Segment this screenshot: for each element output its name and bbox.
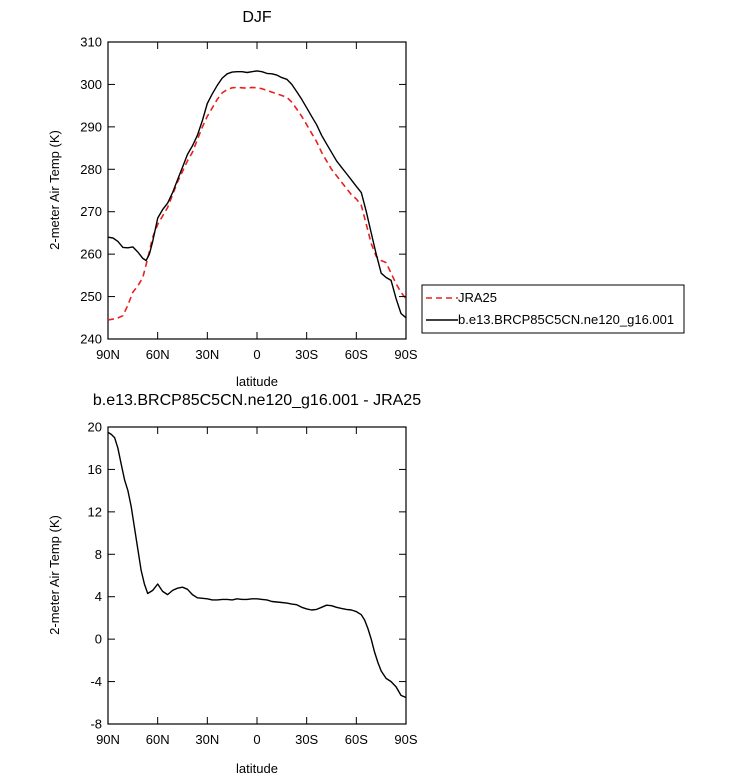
top-axis-ticks: 90N 60N 30N 0 30S 60S 90S 240 250 260 270 280 290 300…	[80, 35, 418, 363]
top-panel: DJF 90N 60N 30N 0 30S 60S 90S 240 250 260 270 280 29…	[47, 9, 418, 389]
bottom-plot-frame	[107, 426, 407, 725]
top-y-tick-label: 270	[80, 204, 102, 219]
top-x-tick-label: 30N	[195, 347, 219, 362]
bottom-series-line-0	[107, 431, 407, 699]
bottom-y-tick-label: 8	[95, 547, 102, 562]
top-series-line-1	[107, 70, 407, 319]
bottom-plot-area	[107, 426, 407, 725]
top-y-tick-label: 310	[80, 35, 102, 50]
top-y-tick-label: 290	[80, 119, 102, 134]
bottom-x-tick-label: 60S	[345, 732, 368, 747]
bottom-y-tick-label: 4	[95, 589, 102, 604]
bottom-y-tick-label: -8	[90, 717, 102, 732]
top-y-tick-label: 250	[80, 289, 102, 304]
top-y-tick-label: 280	[80, 162, 102, 177]
top-y-tick-label: 240	[80, 332, 102, 347]
bottom-y-tick-label: 20	[88, 420, 102, 435]
top-series-line-0	[107, 86, 407, 321]
top-chart-title: DJF	[242, 9, 272, 26]
top-x-tick-label: 60S	[345, 347, 368, 362]
top-x-tick-label: 0	[253, 347, 260, 362]
legend: JRA25 b.e13.BRCP85C5CN.ne120_g16.001	[421, 284, 685, 334]
top-x-tick-label: 60N	[146, 347, 170, 362]
bottom-x-tick-label: 90S	[394, 732, 417, 747]
top-y-tick-label: 300	[80, 77, 102, 92]
legend-label-jra25: JRA25	[458, 290, 497, 305]
top-y-axis-label: 2-meter Air Temp (K)	[47, 130, 62, 250]
top-x-tick-label: 90N	[96, 347, 120, 362]
bottom-x-tick-label: 30N	[195, 732, 219, 747]
bottom-y-tick-label: 12	[88, 504, 102, 519]
top-plot-area	[107, 41, 407, 340]
bottom-y-tick-label: 0	[95, 632, 102, 647]
bottom-x-axis-label: latitude	[236, 761, 278, 776]
bottom-x-tick-label: 90N	[96, 732, 120, 747]
bottom-chart-title: b.e13.BRCP85C5CN.ne120_g16.001 - JRA25	[93, 392, 421, 409]
top-x-axis-label: latitude	[236, 374, 278, 389]
top-x-tick-label: 90S	[394, 347, 417, 362]
legend-box	[421, 284, 685, 334]
bottom-y-axis-label: 2-meter Air Temp (K)	[47, 515, 62, 635]
top-series-group	[107, 70, 407, 321]
bottom-x-tick-label: 0	[253, 732, 260, 747]
bottom-x-tick-label: 60N	[146, 732, 170, 747]
bottom-panel: b.e13.BRCP85C5CN.ne120_g16.001 - JRA25 9…	[47, 392, 421, 776]
top-plot-frame	[107, 41, 407, 340]
bottom-series-group	[107, 431, 407, 699]
top-y-tick-label: 260	[80, 247, 102, 262]
top-x-tick-label: 30S	[295, 347, 318, 362]
bottom-y-tick-label: 16	[88, 462, 102, 477]
bottom-x-tick-label: 30S	[295, 732, 318, 747]
bottom-axis-ticks: 90N 60N 30N 0 30S 60S 90S -8 -4 0 4 8 12 16 20	[88, 420, 418, 748]
legend-label-model: b.e13.BRCP85C5CN.ne120_g16.001	[458, 312, 674, 327]
bottom-y-tick-label: -4	[90, 674, 102, 689]
